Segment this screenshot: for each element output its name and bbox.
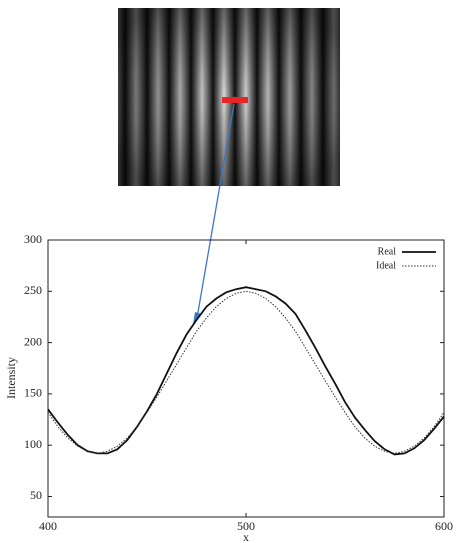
legend-label: Real (378, 246, 397, 257)
series-line (48, 287, 444, 454)
x-tick-label: 500 (237, 519, 255, 533)
page: {"chart_data": {"type": "line", "x_label… (0, 0, 456, 543)
y-tick-label: 300 (24, 232, 42, 246)
legend: Real Ideal (376, 246, 436, 271)
x-tick-label: 600 (435, 519, 453, 533)
x-tick-label: 400 (39, 519, 57, 533)
y-tick-label: 50 (30, 488, 42, 502)
legend-label: Ideal (376, 260, 396, 271)
y-tick-label: 150 (24, 386, 42, 400)
y-tick-label: 250 (24, 283, 42, 297)
y-tick-label: 200 (24, 334, 42, 348)
y-tick-label: 100 (24, 437, 42, 451)
series-line (48, 291, 444, 453)
plot-frame (48, 240, 444, 517)
sample-marker (222, 97, 248, 103)
y-axis-label: Intensity (4, 357, 18, 399)
figure: x Intensity 50100150200250300400500600Re… (0, 0, 456, 543)
